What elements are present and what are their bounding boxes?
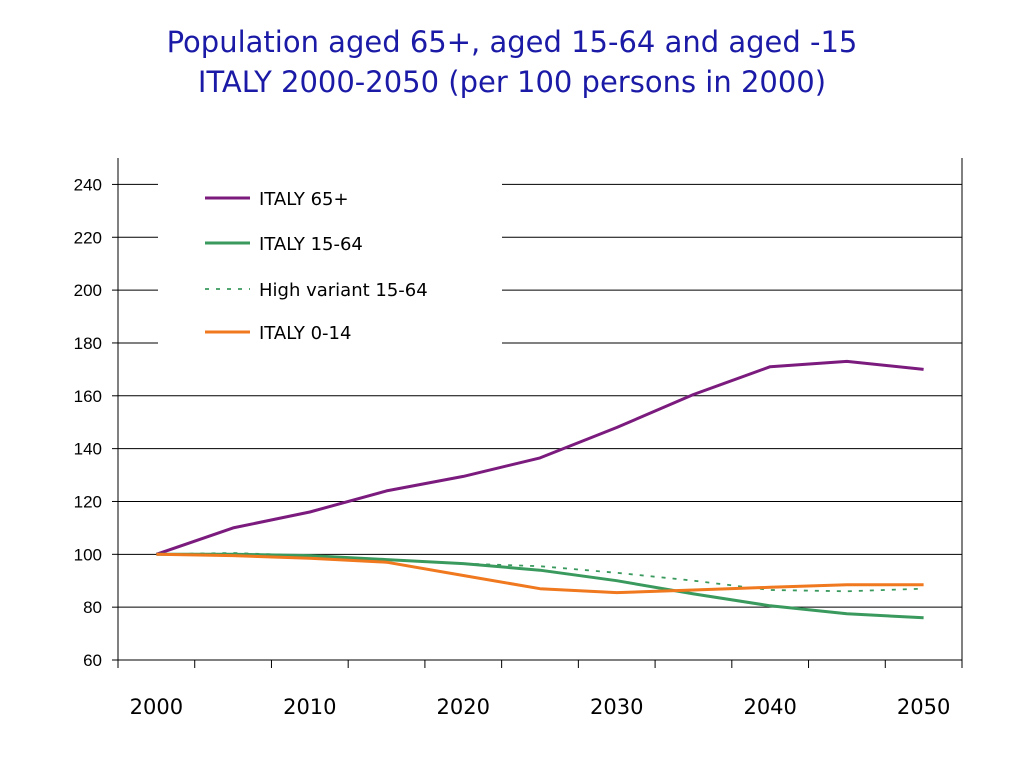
series-line-3 — [156, 552, 924, 595]
y-tick-label-220: 220 — [74, 228, 102, 247]
legend-label-0: ITALY 65+ — [259, 189, 349, 210]
y-tick-label-240: 240 — [74, 175, 102, 194]
x-tick-label-2000: 2000 — [130, 695, 183, 719]
series-line-2 — [156, 552, 924, 593]
title-line-2: ITALY 2000-2050 (per 100 persons in 2000… — [197, 65, 827, 99]
y-tick-label-80: 80 — [83, 598, 102, 617]
y-tick-label-160: 160 — [74, 387, 102, 406]
legend-label-1: ITALY 15-64 — [259, 234, 363, 255]
y-tick-label-120: 120 — [74, 492, 102, 511]
y-tick-label-100: 100 — [74, 545, 102, 564]
y-tick-label-200: 200 — [74, 281, 102, 300]
x-tick-label-2050: 2050 — [897, 695, 950, 719]
title-line-1: Population aged 65+, aged 15-64 and aged… — [166, 25, 858, 59]
legend-label-2: High variant 15-64 — [259, 280, 428, 301]
x-tick-label-2030: 2030 — [590, 695, 643, 719]
legend-label-3: ITALY 0-14 — [259, 323, 351, 344]
y-tick-label-60: 60 — [83, 651, 102, 670]
x-tick-label-2040: 2040 — [743, 695, 796, 719]
chart-title: Population aged 65+, aged 15-64 and aged… — [0, 22, 1024, 102]
x-tick-label-2010: 2010 — [283, 695, 336, 719]
series-line-0 — [155, 359, 924, 556]
y-tick-label-180: 180 — [74, 334, 102, 353]
series-line-1 — [156, 552, 924, 620]
y-tick-label-140: 140 — [74, 440, 102, 459]
x-tick-label-2020: 2020 — [437, 695, 490, 719]
